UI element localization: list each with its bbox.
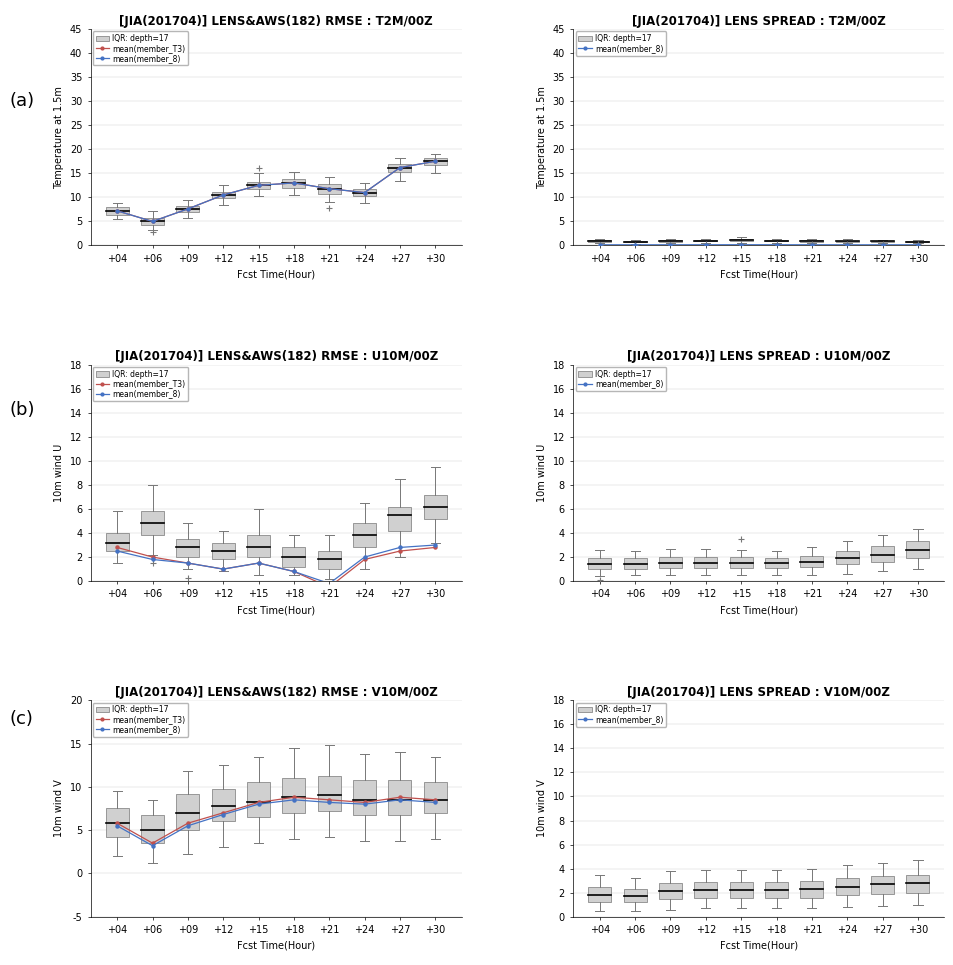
Bar xyxy=(835,878,858,896)
Bar xyxy=(247,182,270,189)
Legend: IQR: depth=17, mean(member_8): IQR: depth=17, mean(member_8) xyxy=(575,367,665,391)
Bar xyxy=(176,794,199,830)
Bar xyxy=(247,783,270,817)
Bar xyxy=(423,158,446,165)
Bar xyxy=(141,511,164,536)
X-axis label: Fcst Time(Hour): Fcst Time(Hour) xyxy=(719,941,797,951)
Bar xyxy=(212,542,234,560)
Bar xyxy=(212,192,234,199)
Bar xyxy=(317,551,340,569)
Title: [JIA(201704)] LENS SPREAD : V10M/00Z: [JIA(201704)] LENS SPREAD : V10M/00Z xyxy=(627,686,889,699)
Bar xyxy=(623,889,646,902)
Bar xyxy=(729,882,752,897)
Bar xyxy=(764,240,787,241)
Bar xyxy=(106,809,129,837)
Y-axis label: 10m wind V: 10m wind V xyxy=(54,780,64,838)
Bar xyxy=(870,546,893,562)
X-axis label: Fcst Time(Hour): Fcst Time(Hour) xyxy=(719,605,797,615)
Bar xyxy=(353,189,375,197)
Bar xyxy=(388,507,411,531)
Bar xyxy=(353,780,375,814)
Bar xyxy=(423,494,446,518)
Bar xyxy=(176,539,199,557)
Bar xyxy=(388,780,411,814)
Bar xyxy=(729,239,752,241)
Bar xyxy=(835,551,858,565)
Title: [JIA(201704)] LENS SPREAD : U10M/00Z: [JIA(201704)] LENS SPREAD : U10M/00Z xyxy=(626,350,889,364)
Bar xyxy=(764,882,787,897)
Bar xyxy=(870,241,893,242)
Legend: IQR: depth=17, mean(member_T3), mean(member_8): IQR: depth=17, mean(member_T3), mean(mem… xyxy=(92,703,188,736)
Bar xyxy=(800,881,822,897)
Legend: IQR: depth=17, mean(member_8): IQR: depth=17, mean(member_8) xyxy=(575,703,665,727)
Text: (a): (a) xyxy=(10,93,34,110)
Bar xyxy=(141,217,164,225)
X-axis label: Fcst Time(Hour): Fcst Time(Hour) xyxy=(237,269,315,280)
Bar xyxy=(141,814,164,843)
Bar xyxy=(764,559,787,567)
Text: (c): (c) xyxy=(10,710,33,728)
Y-axis label: 10m wind U: 10m wind U xyxy=(54,444,64,502)
Bar xyxy=(588,559,611,569)
Bar xyxy=(905,241,928,242)
Bar xyxy=(588,240,611,242)
Title: [JIA(201704)] LENS SPREAD : T2M/00Z: [JIA(201704)] LENS SPREAD : T2M/00Z xyxy=(631,14,884,28)
Bar xyxy=(870,876,893,894)
Y-axis label: Temperature at 1.5m: Temperature at 1.5m xyxy=(537,86,546,188)
Bar xyxy=(353,523,375,547)
Bar xyxy=(317,184,340,194)
Bar xyxy=(905,541,928,559)
Bar xyxy=(694,240,717,241)
Bar xyxy=(282,778,305,813)
Bar xyxy=(282,179,305,188)
Bar xyxy=(694,882,717,897)
Bar xyxy=(905,874,928,893)
Bar xyxy=(694,557,717,567)
Y-axis label: 10m wind U: 10m wind U xyxy=(537,444,546,502)
X-axis label: Fcst Time(Hour): Fcst Time(Hour) xyxy=(719,269,797,280)
X-axis label: Fcst Time(Hour): Fcst Time(Hour) xyxy=(237,605,315,615)
Title: [JIA(201704)] LENS&AWS(182) RMSE : T2M/00Z: [JIA(201704)] LENS&AWS(182) RMSE : T2M/0… xyxy=(119,14,433,28)
Bar xyxy=(106,207,129,215)
Bar xyxy=(623,559,646,569)
Bar xyxy=(800,556,822,566)
Legend: IQR: depth=17, mean(member_T3), mean(member_8): IQR: depth=17, mean(member_T3), mean(mem… xyxy=(92,367,188,401)
Bar xyxy=(388,164,411,173)
Bar xyxy=(106,533,129,551)
Title: [JIA(201704)] LENS&AWS(182) RMSE : V10M/00Z: [JIA(201704)] LENS&AWS(182) RMSE : V10M/… xyxy=(114,686,437,699)
Legend: IQR: depth=17, mean(member_8): IQR: depth=17, mean(member_8) xyxy=(575,31,665,56)
Bar xyxy=(659,883,681,898)
Text: (b): (b) xyxy=(10,401,35,419)
Bar xyxy=(659,557,681,567)
Bar xyxy=(282,547,305,566)
Bar xyxy=(588,887,611,902)
Bar xyxy=(729,557,752,567)
Bar xyxy=(659,240,681,241)
Bar xyxy=(212,788,234,821)
Bar xyxy=(317,777,340,811)
Bar xyxy=(423,783,446,813)
Bar xyxy=(835,240,858,242)
Y-axis label: 10m wind V: 10m wind V xyxy=(537,780,546,838)
Bar xyxy=(247,536,270,557)
X-axis label: Fcst Time(Hour): Fcst Time(Hour) xyxy=(237,941,315,951)
Bar xyxy=(176,206,199,211)
Y-axis label: Temperature at 1.5m: Temperature at 1.5m xyxy=(54,86,64,188)
Title: [JIA(201704)] LENS&AWS(182) RMSE : U10M/00Z: [JIA(201704)] LENS&AWS(182) RMSE : U10M/… xyxy=(114,350,437,364)
Bar xyxy=(623,241,646,242)
Bar xyxy=(800,240,822,241)
Legend: IQR: depth=17, mean(member_T3), mean(member_8): IQR: depth=17, mean(member_T3), mean(mem… xyxy=(92,31,188,66)
